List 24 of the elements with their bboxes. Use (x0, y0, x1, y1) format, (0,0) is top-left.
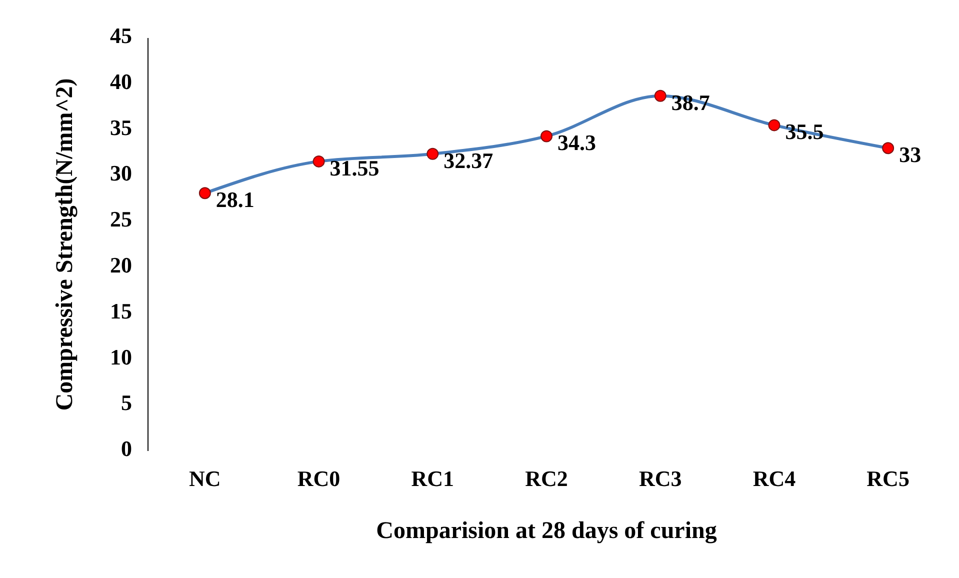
x-tick-label: RC3 (638, 466, 682, 491)
x-tick-label: RC5 (866, 466, 910, 491)
data-label: 31.55 (330, 155, 380, 180)
data-label: 34.3 (558, 130, 596, 156)
x-tick-label: RC0 (297, 466, 340, 491)
data-label: 32.37 (444, 148, 494, 173)
x-tick-label: RC1 (411, 466, 454, 491)
y-axis-title: Compressive Strength(N/mm^2) (52, 78, 78, 411)
y-tick-label: 0 (121, 436, 132, 462)
y-tick-label: 35 (110, 114, 132, 140)
x-tick-label: RC2 (525, 466, 568, 491)
y-tick-label: 25 (110, 206, 132, 232)
y-tick-label: 40 (110, 68, 132, 94)
y-tick-label: 45 (110, 23, 132, 48)
data-label: 33 (899, 142, 922, 168)
x-tick-label: RC4 (752, 466, 796, 491)
y-tick-label: 20 (110, 252, 132, 278)
data-label: 28.1 (216, 187, 254, 212)
y-tick-label: 15 (110, 298, 132, 324)
y-tick-label: 30 (110, 160, 132, 186)
y-tick-label: 10 (110, 344, 132, 370)
x-tick-label: NC (189, 466, 221, 491)
x-axis-title: Comparision at 28 days of curing (376, 518, 717, 544)
y-tick-label: 5 (121, 390, 132, 416)
